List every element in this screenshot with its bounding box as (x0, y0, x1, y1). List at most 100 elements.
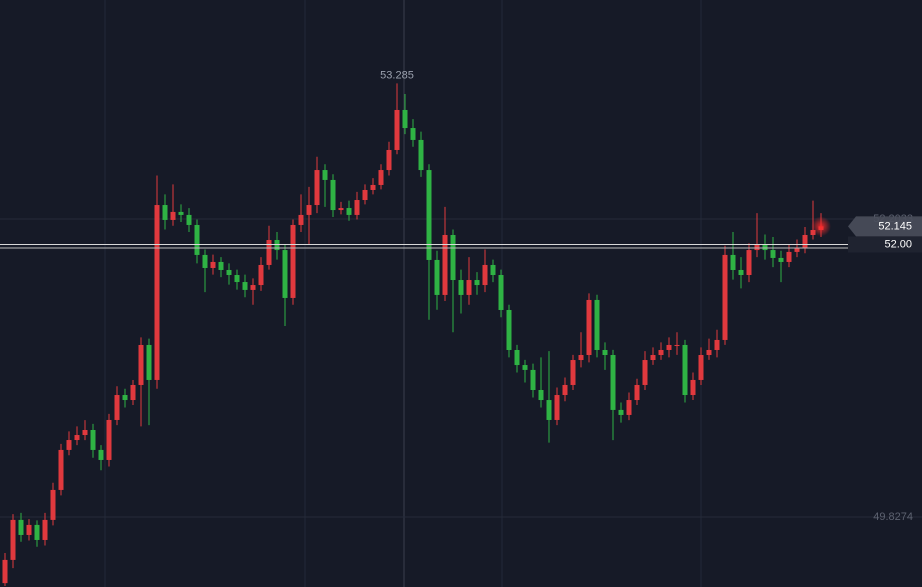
candle-body (370, 184, 376, 190)
candle-body (434, 259, 440, 295)
candle-body (362, 189, 368, 201)
candle-body (162, 205, 168, 220)
candle-body (106, 419, 112, 460)
candle-body (586, 299, 592, 356)
candle-body (514, 349, 520, 366)
candle-body (666, 344, 672, 350)
candle-body (74, 435, 80, 441)
candle-body (634, 384, 640, 401)
candle-body (386, 149, 392, 171)
candle-body (178, 211, 184, 215)
candle-body (58, 449, 64, 490)
candle-body (490, 264, 496, 276)
y-tick-label: 49.8274 (873, 511, 913, 523)
candle-body (482, 264, 488, 286)
overlay: 53.285 52.00 52.145 (0, 69, 922, 253)
candle-body (554, 395, 560, 420)
candle-body (642, 360, 648, 385)
candle-body (418, 139, 424, 171)
candle-body (706, 349, 712, 356)
level-tag (848, 236, 922, 253)
candle-body (658, 349, 664, 356)
candle-body (802, 235, 808, 249)
candle-body (650, 355, 656, 361)
candle-body (794, 248, 800, 252)
price-tag (848, 216, 922, 237)
candle-body (458, 280, 464, 295)
candle-body (154, 205, 160, 380)
candle-body (722, 254, 728, 340)
candle-body (98, 449, 104, 460)
candle-body (618, 409, 624, 415)
candle-body (674, 344, 680, 346)
candle-body (530, 369, 536, 390)
candle-body (442, 235, 448, 295)
candle-body (506, 309, 512, 350)
candle-body (570, 360, 576, 385)
price-glow (811, 216, 831, 237)
candle-body (242, 282, 248, 290)
candle-body (426, 170, 432, 260)
candle-body (226, 269, 232, 276)
candle-body (546, 400, 552, 420)
candle-body (298, 214, 304, 225)
candle-body (402, 109, 408, 129)
candle-body (186, 214, 192, 225)
candle-body (594, 299, 600, 350)
candle-body (394, 109, 400, 150)
current-price-label: 52.145 (878, 220, 912, 232)
candle-body (122, 395, 128, 401)
candle-body (626, 400, 632, 415)
max-label: 53.285 (380, 69, 414, 81)
candle-body (474, 280, 480, 286)
candle-body (738, 269, 744, 276)
candles (2, 83, 824, 586)
candle-body (34, 524, 40, 540)
candle-body (202, 254, 208, 268)
candle-body (410, 128, 416, 140)
candle-body (346, 208, 352, 215)
candle-body (602, 349, 608, 356)
candle-body (258, 264, 264, 286)
candle-body (378, 170, 384, 185)
candle-body (266, 240, 272, 265)
candle-body (810, 229, 816, 236)
candle-body (682, 344, 688, 396)
candle-body (282, 250, 288, 298)
candle-body (562, 384, 568, 396)
candle-body (2, 559, 8, 584)
candle-body (354, 200, 360, 215)
candle-body (50, 489, 56, 520)
candle-body (746, 250, 752, 276)
candle-body (330, 179, 336, 211)
candle-body (690, 379, 696, 396)
candle-body (714, 339, 720, 350)
candle-body (786, 251, 792, 262)
candle-body (194, 224, 200, 255)
candle-body (274, 240, 280, 251)
candle-body (498, 275, 504, 310)
candle-body (90, 429, 96, 450)
candle-body (450, 235, 456, 281)
level-label: 52.00 (884, 238, 912, 250)
candle-body (234, 275, 240, 283)
candle-body (578, 355, 584, 361)
candle-body (538, 389, 544, 401)
candle-body (130, 384, 136, 401)
candle-body (66, 440, 72, 450)
candle-body (290, 224, 296, 298)
candle-body (210, 261, 216, 268)
candle-body (778, 257, 784, 262)
candle-body (322, 170, 328, 180)
candle-body (250, 285, 256, 290)
candle-body (466, 280, 472, 295)
candle-body (18, 519, 24, 535)
candle-body (306, 205, 312, 215)
candle-body (170, 211, 176, 220)
candle-body (314, 170, 320, 206)
candle-body (338, 208, 344, 211)
candle-body (730, 254, 736, 270)
candle-body (698, 355, 704, 380)
candle-body (610, 355, 616, 410)
